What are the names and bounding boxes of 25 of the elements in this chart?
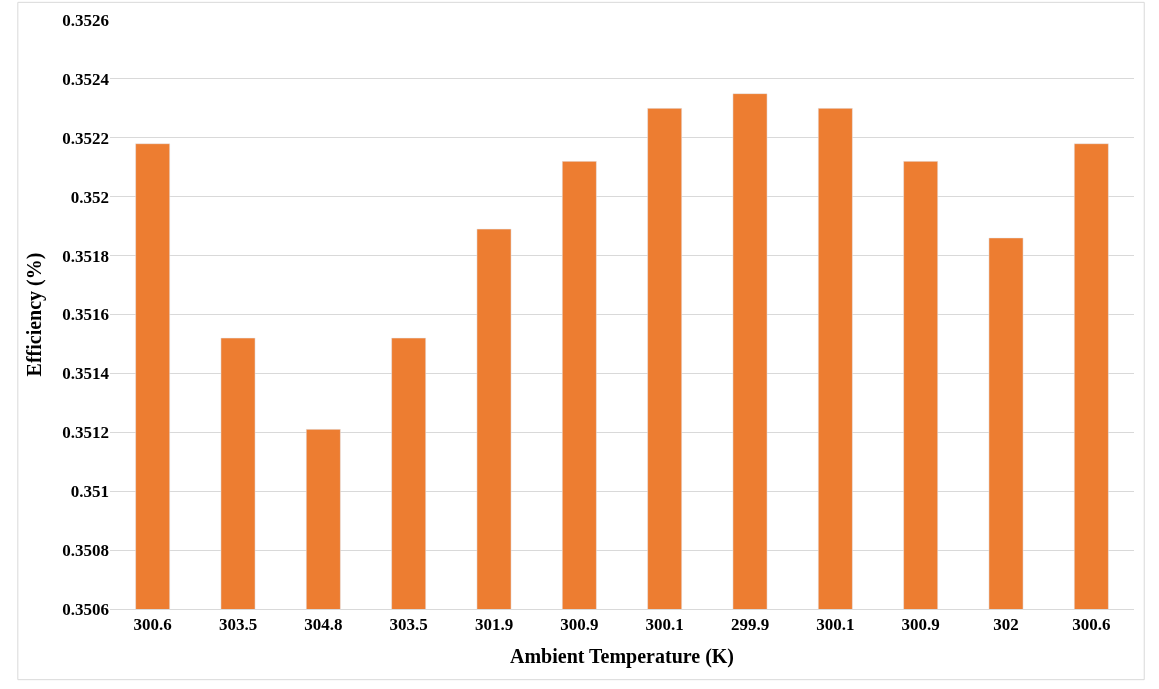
y-tick-label: 0.3518 [62,246,109,266]
x-tick-label: 303.5 [218,615,258,635]
x-tick-label: 300.9 [901,615,940,635]
x-tick-label: 303.5 [389,615,428,635]
y-tick-label: 0.3512 [62,423,109,443]
y-tick-label: 0.351 [70,482,109,502]
y-tick-label: 0.3526 [62,10,109,30]
x-tick-label: 302 [993,615,1019,635]
y-tick-label: 0.3514 [62,364,110,384]
x-axis-title: Ambient Temperature (K) [509,644,735,668]
x-tick-label: 300.1 [645,615,684,635]
x-tick-label: 300.6 [1072,615,1111,635]
x-tick-label: 299.9 [730,615,770,635]
y-tick-label: 0.3522 [62,128,109,148]
x-tick-label: 300.1 [816,615,855,635]
y-tick-label: 0.3516 [62,305,109,325]
x-tick-label: 301.9 [474,615,514,635]
x-tick-label: 300.9 [560,615,599,635]
x-tick-label: 304.8 [304,615,343,635]
y-axis-title: Efficiency (%) [22,252,46,377]
x-tick-label: 300.6 [133,615,172,635]
y-tick-label: 0.352 [70,187,109,207]
y-tick-label: 0.3508 [62,541,109,561]
y-tick-label: 0.3524 [62,69,110,89]
y-tick-label: 0.3506 [62,599,109,619]
